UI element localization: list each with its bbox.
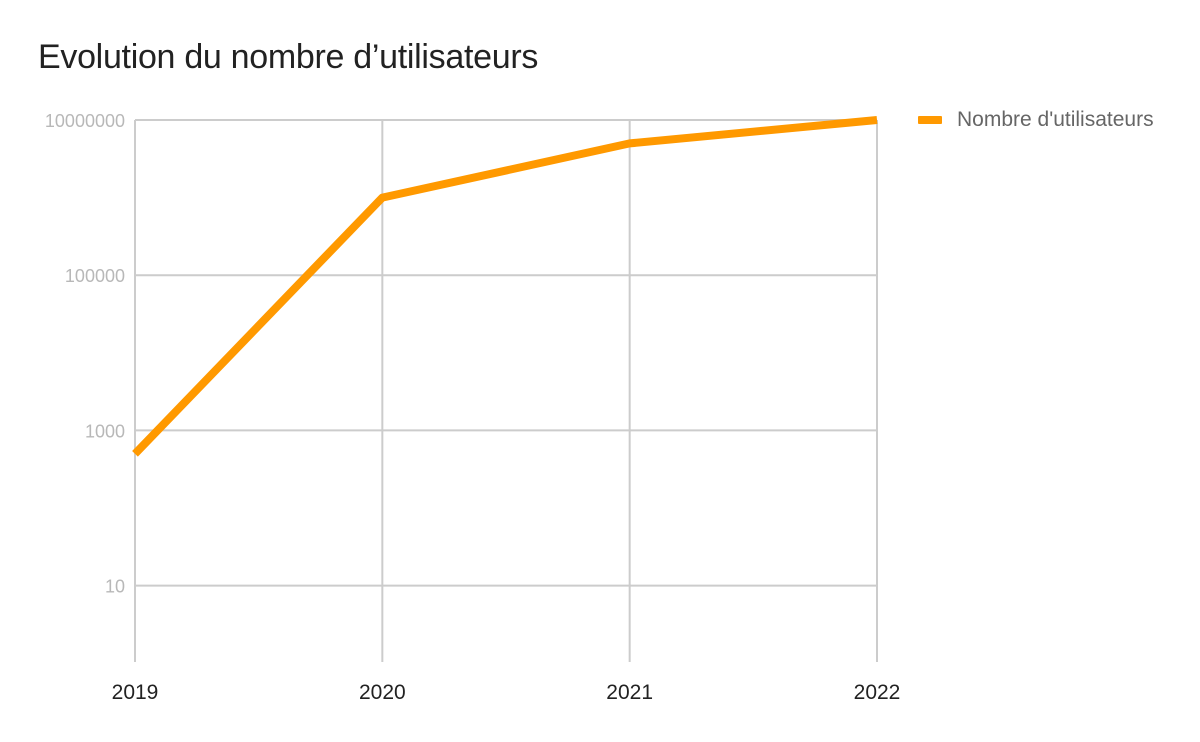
vertical-gridlines: [134, 120, 878, 662]
legend-label: Nombre d'utilisateurs: [957, 108, 1154, 131]
x-tick-label: 2022: [854, 681, 901, 704]
y-tick-label: 1000: [85, 421, 125, 441]
y-tick-label: 100000: [65, 266, 125, 286]
y-tick-label: 10: [105, 577, 125, 597]
x-axis-tick-labels: 2019 2020 2021 2022: [112, 681, 901, 704]
y-axis-tick-labels: 10 1000 100000 10000000: [45, 111, 125, 597]
x-tick-label: 2019: [112, 681, 159, 704]
legend: Nombre d'utilisateurs: [918, 107, 1154, 133]
chart-title: Evolution du nombre d’utilisateurs: [38, 38, 539, 76]
horizontal-gridlines: [135, 119, 877, 587]
series-group: [132, 116, 878, 457]
x-tick-label: 2021: [606, 681, 653, 704]
y-tick-label: 10000000: [45, 111, 125, 131]
series-line-0: [132, 116, 878, 457]
legend-swatch: [918, 116, 942, 124]
x-tick-label: 2020: [359, 681, 406, 704]
